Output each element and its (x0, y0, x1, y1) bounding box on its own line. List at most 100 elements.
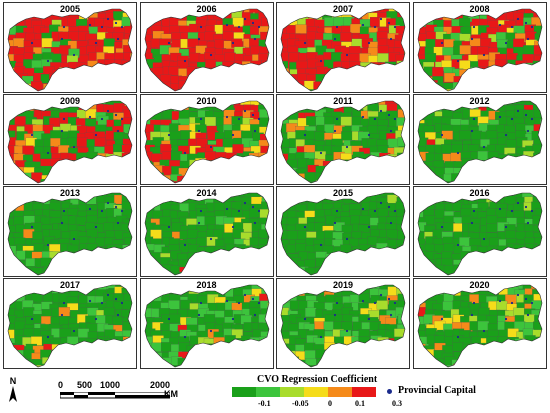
provincial-capital-icon (46, 335, 50, 339)
region-cell (132, 244, 137, 253)
basin-outline (7, 192, 133, 276)
region-cell (452, 363, 465, 367)
region-cell (58, 359, 70, 367)
region-cell (403, 338, 405, 348)
region-cell (539, 119, 542, 129)
region-cell (403, 264, 405, 275)
region-cell (68, 258, 80, 269)
basin-outline (417, 192, 542, 276)
region-cell (323, 357, 335, 367)
region-cell (267, 152, 269, 162)
provincial-capital-icon (243, 293, 246, 297)
region-cell (452, 273, 464, 275)
region-cell (512, 159, 525, 169)
region-cell (15, 356, 27, 366)
region-cell (188, 273, 201, 275)
region-cell (52, 69, 64, 79)
region-cell (248, 344, 261, 354)
region-cell (222, 138, 234, 148)
region-cell (525, 342, 537, 353)
region-cell (41, 363, 54, 367)
provincial-capital-icon (100, 209, 104, 213)
region-cell (131, 210, 132, 221)
map-panel-2019: 2019 (276, 278, 410, 369)
region-cell (359, 366, 371, 367)
provincial-capital-icon (94, 317, 98, 321)
region-cell (512, 38, 524, 48)
region-cell (169, 313, 181, 324)
region-cell (133, 27, 138, 36)
region-cell (77, 175, 89, 183)
region-cell (478, 252, 490, 262)
region-cell (289, 366, 301, 367)
region-cell (86, 180, 98, 183)
region-cell (417, 259, 426, 269)
region-cell (388, 274, 400, 275)
region-cell (377, 337, 389, 347)
region-cell (288, 89, 300, 91)
provincial-capital-icon (319, 335, 323, 339)
region-cell (270, 211, 274, 220)
region-cell (8, 245, 17, 256)
region-cell (468, 75, 480, 86)
region-cell (350, 358, 363, 367)
region-cell (113, 66, 126, 77)
region-cell (342, 83, 354, 91)
region-cell (343, 271, 355, 275)
region-cell (269, 183, 273, 185)
region-cell (477, 150, 489, 161)
region-cell (123, 75, 132, 86)
region-cell (67, 160, 79, 170)
region-cell (213, 81, 225, 91)
region-cell (59, 258, 71, 268)
region-cell (144, 308, 153, 318)
region-cell (361, 168, 373, 178)
region-cell (67, 345, 79, 356)
region-cell (223, 159, 235, 170)
provincial-capital-icon (120, 301, 124, 305)
region-cell (495, 365, 507, 367)
region-cell (123, 351, 132, 362)
region-cell (306, 364, 318, 367)
region-cell (385, 258, 397, 268)
region-cell (470, 179, 482, 183)
region-cell (281, 174, 291, 183)
provincial-capital-icon (516, 293, 519, 297)
region-cell (542, 110, 547, 119)
region-cell (395, 250, 405, 260)
region-cell (459, 175, 471, 183)
region-cell (239, 74, 252, 84)
region-cell (533, 257, 542, 267)
region-map (280, 8, 406, 92)
region-cell (403, 81, 405, 91)
region-cell (250, 66, 262, 76)
provincial-capital-icon (389, 221, 393, 225)
region-cell (532, 321, 542, 331)
provincial-capital-icon (257, 25, 260, 29)
panel-year: 2008 (469, 4, 490, 14)
region-cell (68, 349, 81, 359)
region-cell (266, 81, 269, 91)
provincial-capital-icon (225, 207, 228, 211)
region-cell (496, 159, 508, 170)
region-cell (106, 285, 118, 289)
provincial-capital-icon (504, 133, 507, 137)
region-cell (351, 252, 363, 262)
provincial-capital-icon (253, 313, 256, 317)
region-cell (281, 12, 292, 23)
region-cell (130, 105, 132, 115)
region-cell (60, 83, 72, 91)
region-cell (512, 274, 525, 275)
region-cell (88, 349, 100, 359)
region-cell (532, 152, 542, 163)
provincial-capital-icon (257, 301, 260, 305)
provincial-capital-icon (251, 21, 254, 25)
provincial-capital-icon (526, 221, 529, 225)
region-cell (543, 82, 546, 91)
provincial-capital-icon (243, 201, 246, 205)
region-cell (121, 342, 132, 352)
region-cell (514, 359, 526, 367)
region-cell (281, 197, 292, 207)
region-cell (131, 264, 132, 275)
region-cell (387, 138, 399, 148)
